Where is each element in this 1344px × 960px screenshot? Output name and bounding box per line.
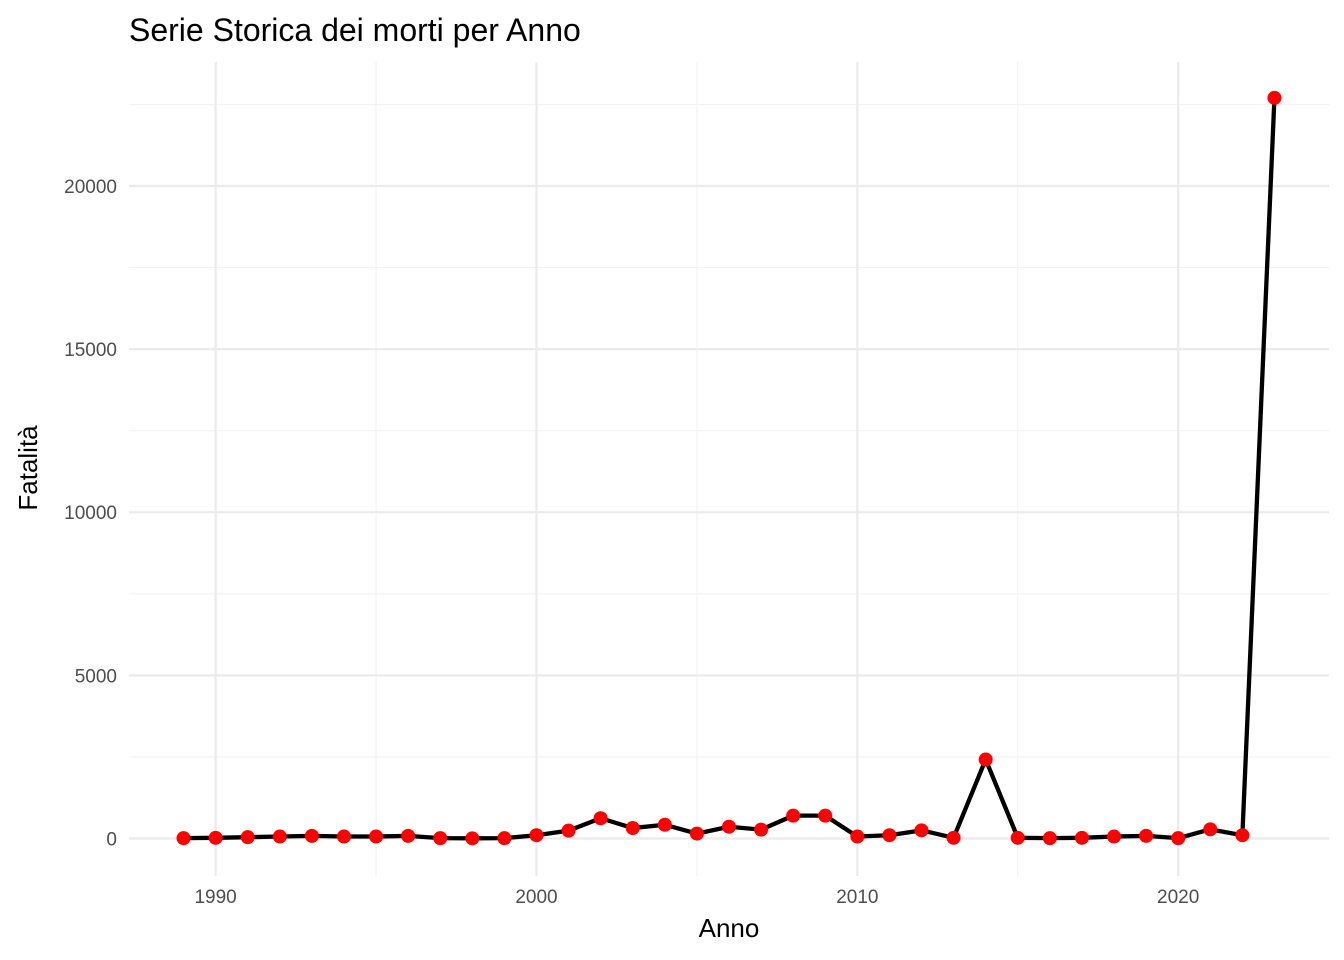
x-tick-label: 2020 [1157,887,1199,908]
series-line [183,97,1277,841]
y-tick-label: 0 [106,829,117,850]
data-point [850,829,865,844]
data-point [497,831,512,846]
data-point [561,823,576,838]
data-point [176,831,191,846]
data-point [978,752,993,767]
y-tick-label: 15000 [64,340,117,361]
data-point [722,819,736,834]
x-axis-title: Anno [699,913,760,943]
data-point [657,817,672,832]
data-point [1235,828,1250,843]
data-point [240,830,255,845]
data-point [401,828,416,843]
data-point [369,829,384,844]
data-point [529,828,544,843]
data-point [593,811,608,826]
x-axis-tick-labels: 1990 2000 2010 2020 [194,887,1199,908]
data-point [1171,831,1186,846]
series-fatalities [183,97,1277,841]
major-gridlines [129,62,1329,876]
data-points [176,90,1282,846]
data-point [433,831,448,846]
y-axis-title: Fatalità [13,425,43,511]
data-point [882,828,897,843]
data-point [1010,830,1025,845]
x-tick-label: 2000 [515,887,557,908]
y-axis-tick-labels: 0 5000 10000 15000 20000 [64,177,117,851]
data-point [1267,90,1282,105]
data-point [465,831,480,846]
data-point [786,808,801,823]
data-point [272,829,287,844]
chart-title: Serie Storica dei morti per Anno [129,12,581,48]
data-point [1139,828,1154,843]
data-point [689,826,704,841]
y-tick-label: 5000 [75,666,117,687]
y-tick-label: 20000 [64,177,117,198]
data-point [754,822,769,837]
data-point [1042,831,1057,846]
data-point [1107,829,1122,844]
minor-gridlines [129,62,1329,876]
data-point [914,823,929,838]
x-tick-label: 1990 [194,887,236,908]
x-tick-label: 2010 [836,887,878,908]
data-point [304,828,319,843]
data-point [625,821,640,836]
data-point [336,829,351,844]
y-tick-label: 10000 [64,503,117,524]
data-point [1074,830,1089,845]
data-point [1203,822,1218,837]
data-point [818,808,833,823]
data-point [208,830,223,845]
data-point [946,830,961,845]
